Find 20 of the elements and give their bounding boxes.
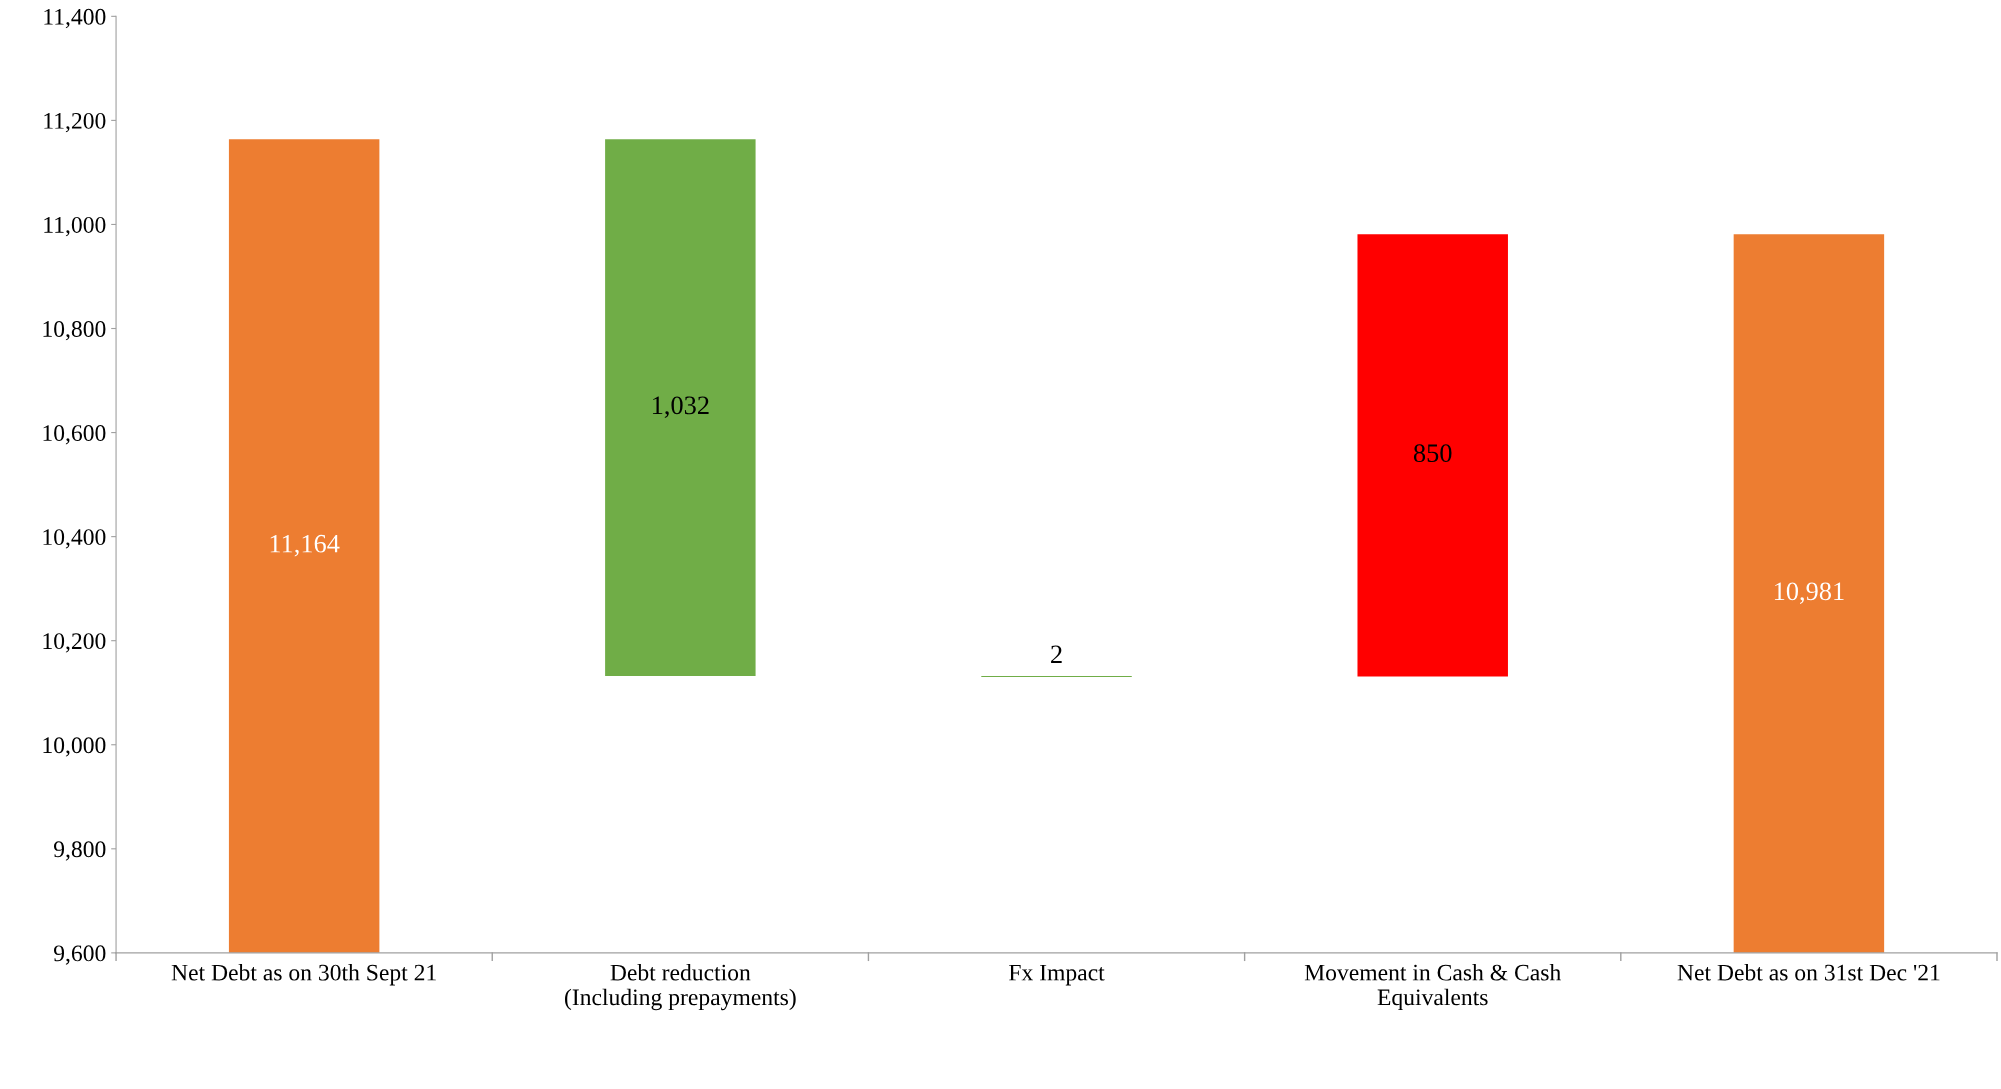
y-tick-label: 10,800 — [43, 321, 106, 341]
y-tick-label: 11,200 — [44, 112, 106, 133]
x-tick-label: Net Debt as on 31st Dec '21 — [1677, 963, 1940, 981]
y-tick-label: 11,000 — [44, 216, 106, 237]
data-label: 850 — [1413, 444, 1452, 463]
data-label: 2 — [1051, 645, 1062, 663]
x-tick-label: Movement in Cash & Cash Equivalents — [1304, 963, 1561, 1011]
y-tick-label: 10,400 — [43, 529, 106, 549]
data-label: 1,032 — [652, 396, 709, 418]
y-tick-label: 10,000 — [43, 737, 106, 757]
y-tick-label: 9,800 — [53, 841, 106, 861]
y-tick-label: 9,600 — [53, 945, 106, 965]
x-tick-label: Net Debt as on 30th Sept 21 — [171, 963, 436, 986]
data-label: 10,981 — [1774, 582, 1844, 605]
y-tick-label: 10,600 — [43, 425, 106, 445]
y-tick-label: 10,200 — [43, 633, 106, 653]
y-tick-label: 11,400 — [44, 8, 106, 29]
x-tick-label: Debt reduction (Including prepayments) — [565, 963, 796, 1011]
x-tick-label: Fx Impact — [1009, 964, 1105, 986]
data-label: 11,164 — [270, 534, 340, 557]
